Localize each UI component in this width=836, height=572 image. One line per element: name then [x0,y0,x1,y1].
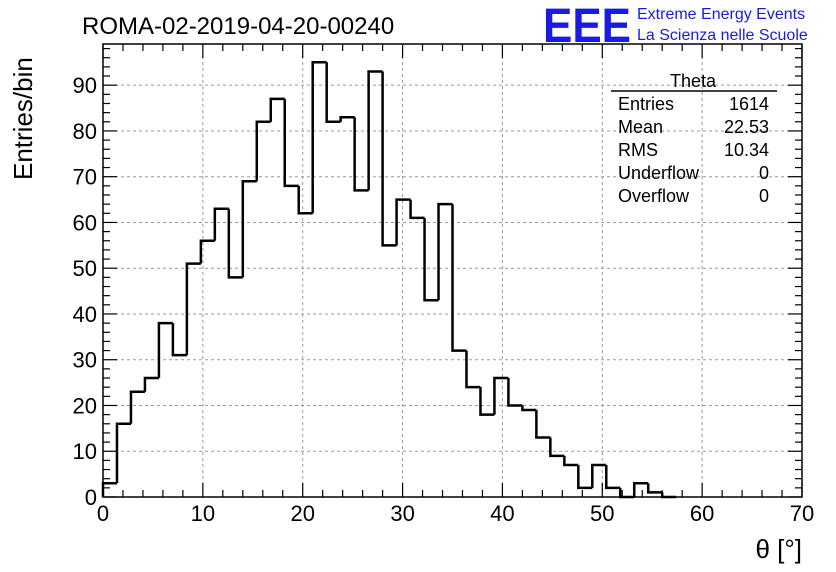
logo-line1: Extreme Energy Events [637,6,805,23]
stats-value: 10.34 [724,140,769,160]
histogram-bin [339,115,355,122]
histogram-bin [646,483,663,494]
y-tick-label: 80 [73,119,97,144]
histogram-bin [241,180,257,278]
histogram-bin [227,208,243,279]
x-tick-label: 30 [390,501,414,526]
stats-label: Entries [618,94,674,114]
y-tick-label: 30 [73,348,97,373]
stats-label: RMS [618,140,658,160]
histogram-bin [143,376,159,392]
histogram-bin [535,410,551,439]
histogram-bin [451,204,467,352]
histogram-bin [395,198,411,246]
y-tick-label: 70 [73,165,97,190]
logo-mark: EEE [543,0,631,53]
x-tick-label: 20 [290,501,314,526]
histogram-bin [353,117,369,192]
x-tick-label: 40 [490,501,514,526]
histogram-bin [283,98,299,188]
y-tick-label: 20 [73,393,97,418]
stats-value: 1614 [729,94,769,114]
stats-title: Theta [670,71,717,91]
histogram-bin [255,120,271,182]
histogram-bin [507,378,523,407]
histogram-bin [423,217,439,302]
histogram-bin [479,387,495,416]
histogram-bin [632,482,649,497]
y-tick-label: 0 [85,485,97,510]
histogram-bin [409,199,425,220]
histogram-bin [213,207,229,241]
stats-label: Underflow [618,163,700,183]
y-tick-label: 10 [73,439,97,464]
histogram-bin [549,437,565,458]
x-tick-label: 10 [191,501,215,526]
logo-line2: La Scienza nelle Scuole [637,27,808,44]
stats-box: Theta Entries 1614 Mean 22.53 RMS 10.34 Underf… [611,71,777,206]
histogram-bin [493,376,509,415]
histogram-bin [367,70,383,191]
histogram-bin [101,482,117,497]
stats-value: 22.53 [724,117,769,137]
x-tick-label: 50 [590,501,614,526]
stats-label: Overflow [618,186,690,206]
histogram-bin [185,262,201,356]
histogram-bin [171,323,187,357]
histogram-bin [521,405,537,412]
axes: 0 10 20 30 40 50 60 70 0 10 20 30 40 50 60 70 80 90 [73,43,814,526]
histogram-bin [605,464,621,490]
histogram-bin [465,350,481,389]
histogram-bin [381,71,397,247]
stats-value: 0 [759,163,769,183]
y-tick-label: 40 [73,302,97,327]
histogram-bin [297,185,313,215]
histogram-bin [269,97,285,122]
histogram-bin [325,62,341,124]
y-tick-label: 50 [73,256,97,281]
histogram-bin [129,390,145,424]
histogram-bin [115,422,131,484]
histogram-bin [591,463,607,488]
eee-logo: EEE Extreme Energy Events La Scienza nel… [543,0,808,53]
histogram-bin [157,321,173,379]
histogram-bin [199,239,215,264]
x-tick-label: 0 [97,501,109,526]
y-tick-label: 60 [73,210,97,235]
histogram-bin [563,455,579,467]
x-tick-label: 70 [790,501,814,526]
stats-rows: Entries 1614 Mean 22.53 RMS 10.34 Underflow 0 Ov… [618,94,769,206]
histogram-bin [311,61,327,214]
stats-value: 0 [759,186,769,206]
x-axis-title: θ [°] [755,534,802,564]
histogram-bin [437,202,453,301]
chart-title: ROMA-02-2019-04-20-00240 [82,13,394,40]
stats-label: Mean [618,117,663,137]
x-tick-label: 60 [690,501,714,526]
histogram [101,61,677,499]
histogram-bin [577,464,593,490]
plot-frame [102,43,803,498]
y-tick-label: 90 [73,73,97,98]
y-axis-title: Entries/bin [8,57,38,180]
